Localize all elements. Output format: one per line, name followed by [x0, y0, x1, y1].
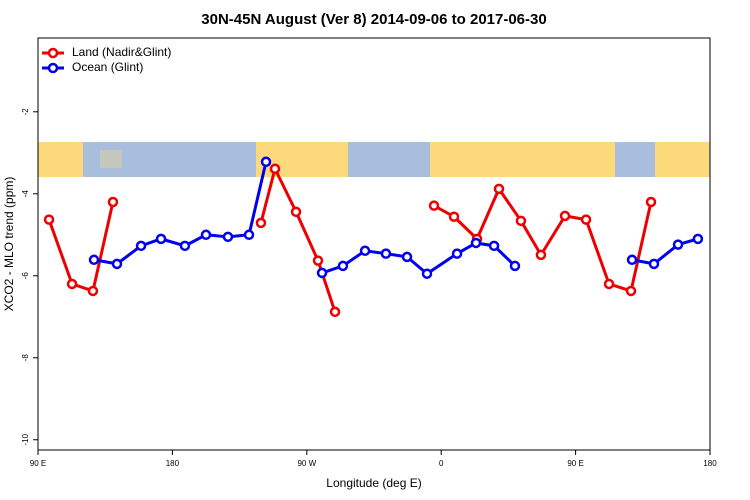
y-tick-label: -8	[21, 354, 30, 362]
point	[580, 214, 592, 225]
x-tick-label: 90 W	[297, 459, 316, 468]
point	[111, 258, 123, 270]
point	[470, 237, 482, 249]
x-tick-label: 180	[166, 459, 180, 468]
point	[451, 248, 463, 259]
legend-label: Ocean (Glint)	[72, 60, 143, 74]
point	[66, 278, 78, 290]
plot-frame	[37, 37, 711, 451]
series-line	[93, 161, 699, 276]
x-tick-label: 90 E	[30, 459, 46, 468]
point	[200, 229, 212, 241]
map-band	[38, 142, 710, 177]
point	[88, 254, 100, 266]
point	[380, 248, 392, 259]
point	[625, 285, 637, 297]
y-tick-label: -10	[21, 433, 30, 445]
point	[603, 278, 615, 290]
x-axis-label: Longitude (deg E)	[326, 476, 421, 490]
point	[448, 211, 460, 222]
y-tick-label: -6	[21, 272, 30, 280]
x-tick-label: 0	[439, 459, 444, 468]
legend-label: Land (Nadir&Glint)	[72, 45, 171, 59]
series-line	[47, 164, 653, 313]
point	[535, 249, 547, 261]
point	[692, 233, 704, 245]
point	[135, 240, 147, 252]
point	[260, 156, 272, 168]
legend-marker	[47, 62, 59, 74]
point	[155, 233, 167, 245]
point	[312, 255, 324, 266]
x-tick-label: 180	[703, 459, 717, 468]
point	[269, 163, 281, 175]
point	[255, 217, 267, 229]
point	[488, 240, 500, 252]
point	[509, 260, 521, 272]
legend-marker	[47, 47, 59, 59]
point	[428, 200, 440, 211]
point	[421, 268, 433, 279]
point	[648, 258, 660, 270]
point	[243, 229, 255, 241]
point	[645, 196, 657, 208]
point	[179, 240, 191, 252]
point	[401, 251, 413, 263]
y-tick-label: -2	[21, 108, 30, 116]
point	[559, 210, 571, 222]
point	[316, 267, 328, 279]
point	[515, 215, 527, 227]
point	[290, 206, 302, 218]
point	[626, 254, 638, 266]
point	[493, 183, 505, 195]
point	[43, 214, 55, 225]
y-axis-label: XCO2 - MLO trend (ppm)	[2, 177, 16, 312]
point	[337, 260, 349, 272]
point	[329, 306, 341, 318]
y-tick-label: -4	[21, 190, 30, 198]
point	[672, 239, 684, 250]
x-tick-label: 90 E	[567, 459, 583, 468]
point	[359, 245, 371, 257]
point	[87, 285, 99, 297]
chart-title: 30N-45N August (Ver 8) 2014-09-06 to 201…	[201, 11, 546, 28]
point	[222, 231, 234, 243]
point	[107, 196, 119, 208]
